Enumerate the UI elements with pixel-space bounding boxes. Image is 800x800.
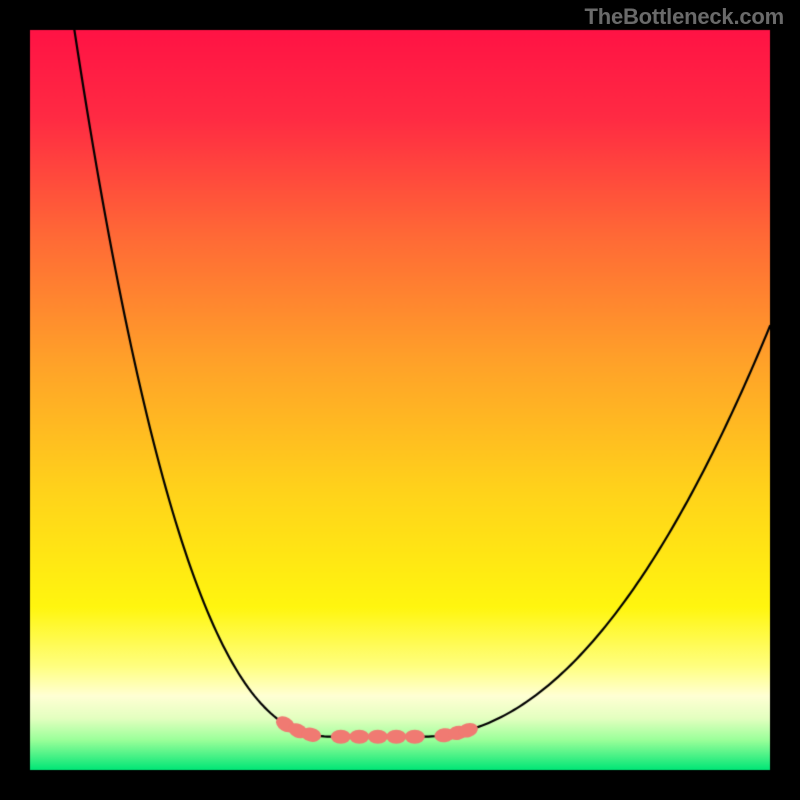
chart-stage: TheBottleneck.com (0, 0, 800, 800)
bottleneck-chart-canvas (0, 0, 800, 800)
watermark-text: TheBottleneck.com (584, 4, 784, 30)
